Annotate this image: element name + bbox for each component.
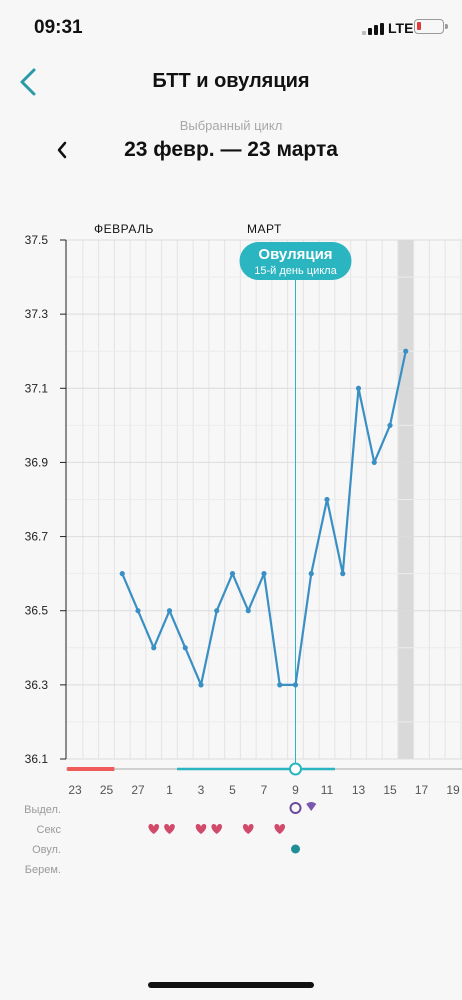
chevron-left-icon bbox=[20, 68, 36, 96]
temperature-point bbox=[371, 459, 377, 466]
heart-icon bbox=[148, 824, 160, 834]
x-tick-label: 9 bbox=[292, 783, 299, 797]
y-tick-label: 36.7 bbox=[25, 530, 49, 544]
discharge-marker bbox=[289, 802, 302, 814]
cycle-label: Выбранный цикл bbox=[179, 118, 283, 133]
x-tick-label: 1 bbox=[166, 783, 173, 797]
heart-icon bbox=[164, 824, 175, 834]
temperature-point bbox=[166, 608, 173, 614]
temperature-point bbox=[182, 645, 188, 651]
signal-icon bbox=[362, 23, 384, 35]
x-tick-label: 25 bbox=[100, 783, 114, 797]
temperature-point bbox=[229, 571, 236, 577]
ovulation-badge-title: Овуляция bbox=[258, 246, 332, 263]
x-tick-label: 3 bbox=[198, 783, 205, 797]
x-tick-label: 7 bbox=[261, 783, 268, 797]
ovulation-day-marker bbox=[289, 762, 302, 776]
x-tick-label: 17 bbox=[415, 783, 429, 797]
temperature-point bbox=[292, 682, 299, 688]
y-tick-label: 36.1 bbox=[25, 752, 49, 766]
y-tick-label: 36.3 bbox=[25, 678, 49, 692]
temperature-point bbox=[151, 645, 157, 651]
x-tick-label: 27 bbox=[131, 783, 145, 797]
temperature-series-line bbox=[121, 350, 407, 686]
previous-cycle-button[interactable] bbox=[50, 136, 76, 164]
x-tick-label: 13 bbox=[352, 783, 366, 797]
temperature-point bbox=[403, 348, 409, 354]
month-label: ФЕВРАЛЬ bbox=[94, 222, 154, 236]
temperature-point bbox=[198, 682, 204, 688]
temperature-point bbox=[355, 385, 362, 391]
battery-icon bbox=[414, 19, 448, 34]
x-tick-label: 23 bbox=[68, 783, 82, 797]
y-tick-label: 36.5 bbox=[25, 604, 49, 618]
temperature-point bbox=[261, 571, 267, 577]
status-time: 09:31 bbox=[34, 17, 83, 38]
month-label: МАРТ bbox=[247, 222, 282, 236]
heart-icon bbox=[274, 824, 286, 834]
period-bar bbox=[67, 767, 115, 771]
heart-icon bbox=[211, 824, 223, 834]
temperature-point bbox=[308, 571, 314, 577]
row-label: Овул. bbox=[32, 844, 61, 856]
heart-icon bbox=[242, 824, 254, 834]
temperature-point bbox=[245, 608, 251, 614]
temperature-point bbox=[135, 608, 141, 614]
y-tick-label: 37.1 bbox=[25, 381, 49, 395]
status-bar: 09:31 LTE bbox=[0, 0, 462, 56]
y-tick-label: 37.5 bbox=[25, 233, 49, 247]
page-title: БТТ и овуляция bbox=[152, 70, 310, 92]
back-button[interactable] bbox=[14, 62, 48, 100]
row-label: Секс bbox=[37, 824, 62, 836]
heart-icon bbox=[195, 824, 207, 834]
temperature-chart[interactable]: 37.5 37.3 37.1 36.9 36.7 36.5 36.3 36.1 ФЕВРАЛЬ М… bbox=[0, 200, 462, 890]
ovulation-badge bbox=[239, 242, 352, 280]
temperature-point bbox=[119, 571, 125, 577]
cycle-range: 23 февр. — 23 марта bbox=[124, 138, 338, 161]
row-label: Выдел. bbox=[24, 804, 61, 816]
temperature-point bbox=[214, 608, 220, 614]
temperature-point bbox=[340, 571, 346, 577]
x-tick-label: 15 bbox=[383, 783, 397, 797]
x-tick-label: 19 bbox=[446, 783, 460, 797]
x-tick-label: 5 bbox=[229, 783, 236, 797]
ovulation-dot bbox=[291, 844, 300, 854]
home-indicator bbox=[148, 982, 314, 988]
row-label: Берем. bbox=[25, 864, 61, 876]
y-tick-label: 36.9 bbox=[25, 455, 49, 469]
chevron-left-icon bbox=[57, 141, 67, 159]
ovulation-badge-subtitle: 15-й день цикла bbox=[254, 265, 337, 277]
y-tick-label: 37.3 bbox=[25, 307, 49, 321]
network-label: LTE bbox=[388, 20, 414, 36]
temperature-point bbox=[324, 496, 330, 503]
discharge-drop-icon bbox=[306, 802, 317, 811]
x-tick-label: 11 bbox=[321, 783, 334, 797]
temperature-point bbox=[387, 422, 393, 428]
temperature-point bbox=[277, 682, 283, 688]
